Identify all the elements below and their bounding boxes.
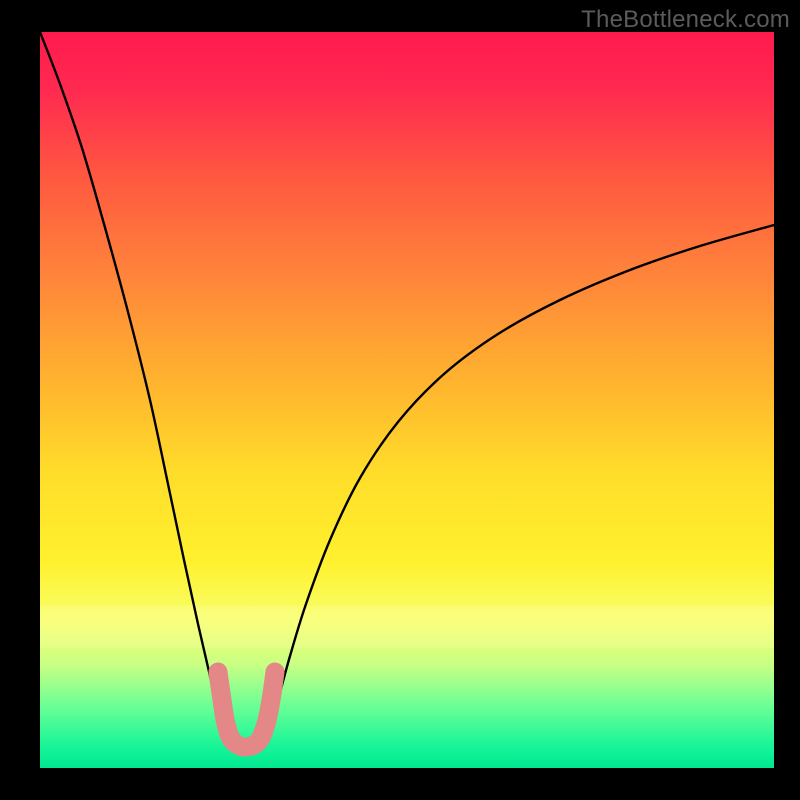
pale-highlight-band bbox=[40, 606, 774, 648]
watermark-text: TheBottleneck.com bbox=[581, 6, 790, 34]
chart-stage: TheBottleneck.com bbox=[0, 0, 800, 800]
bottleneck-curve-chart bbox=[0, 0, 800, 800]
